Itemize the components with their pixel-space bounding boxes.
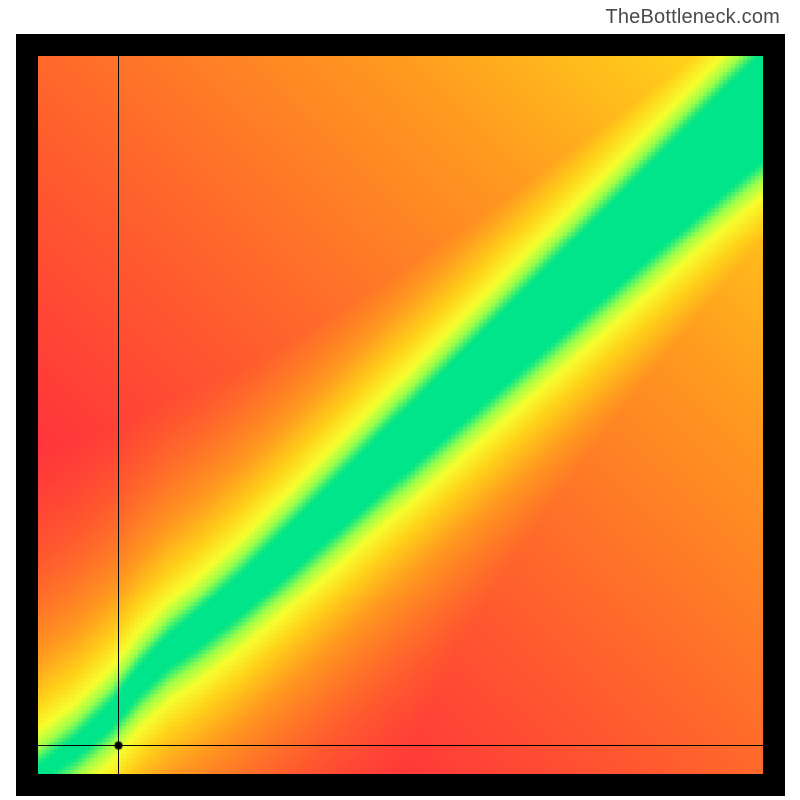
heatmap-canvas xyxy=(38,56,763,774)
crosshair-vertical xyxy=(118,56,119,774)
watermark-text: TheBottleneck.com xyxy=(605,6,780,29)
plot-frame xyxy=(16,34,785,796)
crosshair-horizontal xyxy=(38,745,763,746)
plot-area xyxy=(38,56,763,774)
